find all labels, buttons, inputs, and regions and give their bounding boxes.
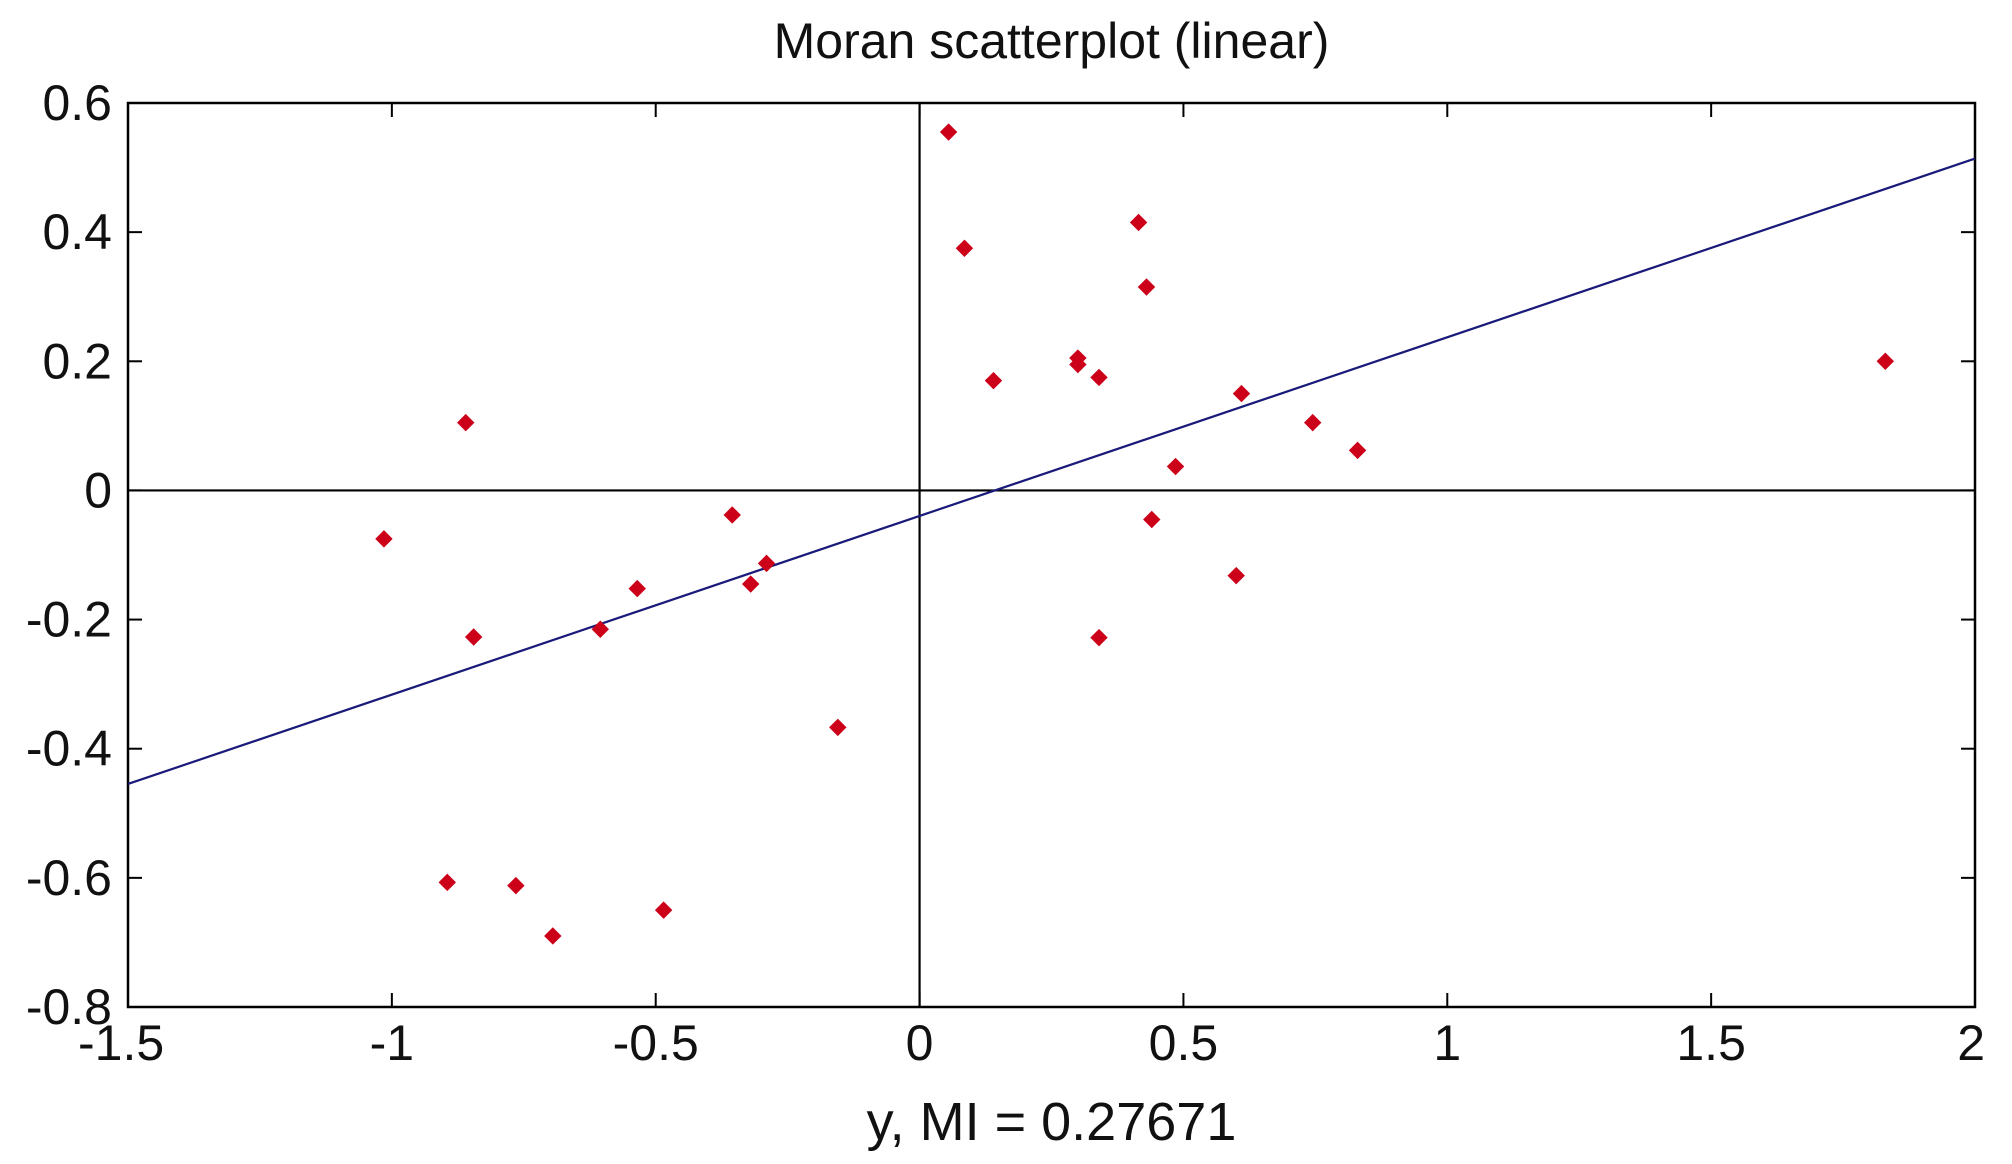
y-tick-label: -0.6 [26,850,112,906]
x-tick-label: 0 [906,1015,934,1071]
data-point [375,530,393,548]
chart-title: Moran scatterplot (linear) [774,13,1330,69]
data-point [984,371,1003,390]
regression-line [127,157,1976,785]
data-point [939,123,958,141]
y-tick-label: -0.8 [26,979,112,1035]
x-tick-label: -1 [370,1015,414,1071]
data-point [757,554,776,573]
y-tick-label: -0.2 [26,592,112,648]
data-point [1876,352,1894,370]
data-point [741,575,760,593]
x-axis-label: y, MI = 0.27671 [867,1092,1237,1152]
zero-reference-lines [128,103,1975,1007]
y-tick-label: 0.2 [42,333,112,389]
data-point [1129,213,1148,232]
plot-area-frame [126,101,1977,1009]
data-point [723,506,741,524]
data-point [1348,441,1367,460]
data-point [1143,510,1161,529]
y-tick-label: 0 [84,462,112,518]
data-point [1166,457,1185,476]
data-point [1232,384,1251,403]
regression-line-group [127,157,1976,785]
x-tick-labels: -1.5 -1 -0.5 0 0.5 1 1.5 2 [78,1015,1985,1071]
x-tick-label: 1.5 [1676,1015,1746,1071]
y-tick-label: 0.6 [42,75,112,131]
data-point [955,239,974,257]
data-point [457,413,475,432]
data-point [507,876,525,895]
y-tick-labels: 0.6 0.4 0.2 0 -0.2 -0.4 -0.6 -0.8 [26,75,112,1035]
x-tick-label: -0.5 [613,1015,699,1071]
data-point [628,579,646,598]
data-point [1069,355,1087,374]
x-tick-label: 2 [1957,1015,1985,1071]
data-point [654,901,673,919]
x-tick-label: 1 [1433,1015,1461,1071]
data-point [438,873,456,892]
data-point [591,620,610,638]
y-tick-label: 0.4 [42,204,112,260]
data-points [375,123,1894,945]
data-point [1090,368,1108,387]
x-tick-label: 0.5 [1149,1015,1219,1071]
data-point [464,628,483,646]
y-tick-label: -0.4 [26,721,112,777]
data-point [1090,628,1108,647]
data-point [544,927,562,945]
x-tick-label: -1.5 [78,1015,164,1071]
data-point [829,718,847,737]
data-point [1304,413,1322,432]
data-point [1227,566,1245,585]
data-point [1137,278,1156,296]
